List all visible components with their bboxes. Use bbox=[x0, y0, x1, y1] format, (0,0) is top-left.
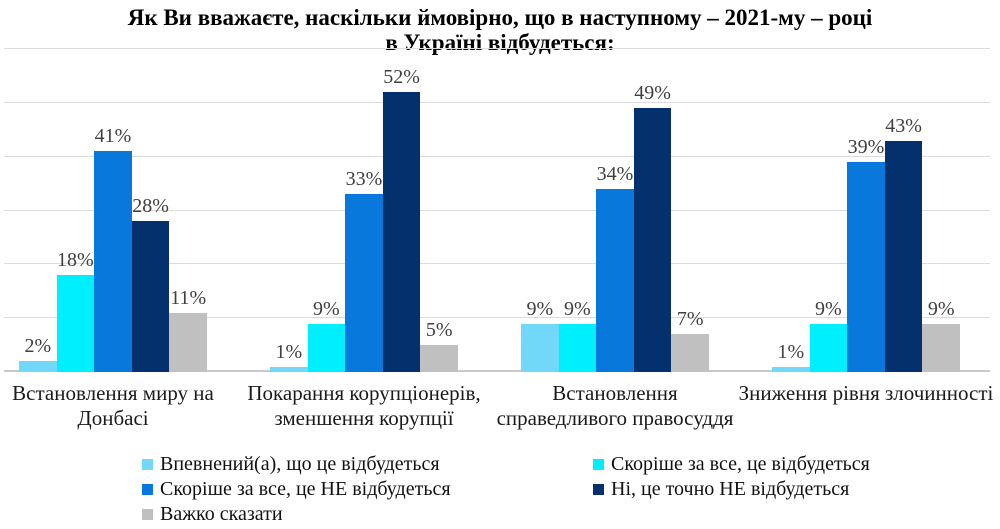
bar: 9% bbox=[922, 298, 960, 372]
gridline bbox=[4, 209, 990, 211]
bar: 18% bbox=[56, 249, 95, 372]
legend-label: Скоріше за все, це НЕ відбудеться bbox=[160, 478, 451, 500]
category-label-cell: Встановлення миру на Донбасі bbox=[12, 381, 214, 431]
gridline bbox=[4, 155, 990, 157]
value-label: 9% bbox=[927, 297, 955, 320]
bar: 9% bbox=[521, 298, 559, 372]
value-label: 5% bbox=[425, 319, 453, 342]
plot-area: 2% 18% 41% 28% 11% 1% 9% 33% 52% 5% 9% 9% 34% 49% 7% 1%… bbox=[4, 48, 990, 372]
value-label: 33% bbox=[345, 168, 383, 191]
bar: 28% bbox=[131, 195, 170, 372]
bar: 34% bbox=[596, 163, 634, 372]
category-labels: Встановлення миру на Донбасі Покарання ко… bbox=[4, 381, 994, 431]
value-label: 9% bbox=[815, 297, 842, 320]
bar-group: 9% 9% 34% 49% 7% bbox=[521, 49, 709, 372]
legend: Впевнений(а), що це відбудеться Скоріше з… bbox=[142, 452, 870, 527]
value-label: 9% bbox=[313, 297, 340, 320]
gridline bbox=[4, 263, 990, 265]
category-label-cell: Встановлення справедливого правосуддя bbox=[497, 381, 734, 431]
bar: 49% bbox=[633, 82, 672, 372]
legend-label: Ні, це точно НЕ відбудеться bbox=[611, 478, 850, 500]
value-label: 52% bbox=[383, 66, 420, 89]
category-label: Зниження рівня злочинності bbox=[738, 381, 994, 405]
bar: 2% bbox=[19, 335, 57, 372]
value-label: 49% bbox=[634, 82, 671, 105]
bar: 9% bbox=[307, 298, 346, 372]
value-label: 28% bbox=[132, 195, 169, 218]
bar: 9% bbox=[809, 298, 848, 372]
value-label: 43% bbox=[885, 114, 922, 137]
value-label: 1% bbox=[275, 340, 303, 363]
bar: 11% bbox=[169, 287, 207, 372]
value-label: 34% bbox=[596, 162, 634, 185]
legend-item: Ні, це точно НЕ відбудеться bbox=[593, 477, 870, 502]
bar-group: 1% 9% 33% 52% 5% bbox=[270, 49, 458, 372]
bar: 7% bbox=[671, 308, 709, 372]
category-label-cell: Зниження рівня злочинності bbox=[739, 381, 994, 431]
legend-item: Скоріше за все, це відбудеться bbox=[593, 452, 870, 477]
value-label: 7% bbox=[676, 308, 704, 331]
x-axis-line bbox=[4, 370, 990, 372]
legend-item: Впевнений(а), що це відбудеться bbox=[142, 452, 593, 477]
bar: 1% bbox=[270, 341, 308, 372]
legend-swatch bbox=[593, 484, 604, 495]
category-label: Встановлення миру на Донбасі bbox=[12, 381, 214, 430]
value-label: 2% bbox=[24, 335, 52, 358]
legend-item: Важко сказати bbox=[142, 502, 593, 527]
value-label: 1% bbox=[777, 340, 805, 363]
legend-label: Скоріше за все, це відбудеться bbox=[611, 453, 870, 475]
legend-swatch bbox=[593, 459, 604, 470]
value-label: 9% bbox=[526, 297, 554, 320]
bar: 43% bbox=[884, 115, 923, 372]
legend-label: Важко сказати bbox=[160, 503, 283, 525]
gridline bbox=[4, 317, 990, 319]
legend-swatch bbox=[142, 459, 153, 470]
bar: 5% bbox=[420, 319, 458, 372]
bar-group: 2% 18% 41% 28% 11% bbox=[19, 49, 207, 372]
legend-label: Впевнений(а), що це відбудеться bbox=[160, 453, 440, 475]
legend-item: Скоріше за все, це НЕ відбудеться bbox=[142, 477, 593, 502]
bar: 41% bbox=[94, 125, 132, 372]
bar: 52% bbox=[382, 66, 421, 372]
value-label: 9% bbox=[564, 297, 591, 320]
category-label: Покарання корупціонерів, зменшення коруп… bbox=[247, 381, 481, 430]
category-label-cell: Покарання корупціонерів, зменшення коруп… bbox=[247, 381, 480, 431]
value-label: 41% bbox=[94, 125, 132, 148]
value-label: 39% bbox=[847, 136, 885, 159]
value-label: 11% bbox=[170, 286, 207, 309]
legend-swatch bbox=[142, 509, 153, 520]
legend-column: Впевнений(а), що це відбудеться Скоріше з… bbox=[142, 452, 593, 527]
legend-column: Скоріше за все, це відбудеться Ні, це точ… bbox=[593, 452, 870, 502]
value-label: 18% bbox=[57, 249, 94, 272]
bar: 1% bbox=[772, 341, 810, 372]
chart-title: Як Ви вважаєте, наскільки ймовірно, що в… bbox=[127, 5, 873, 55]
bar: 39% bbox=[847, 136, 885, 372]
gridline bbox=[4, 48, 990, 49]
bar: 9% bbox=[558, 298, 597, 372]
gridline bbox=[4, 101, 990, 103]
legend-swatch bbox=[142, 484, 153, 495]
bar: 33% bbox=[345, 168, 383, 372]
category-label: Встановлення справедливого правосуддя bbox=[496, 381, 734, 430]
bar-group: 1% 9% 39% 43% 9% bbox=[772, 49, 960, 372]
